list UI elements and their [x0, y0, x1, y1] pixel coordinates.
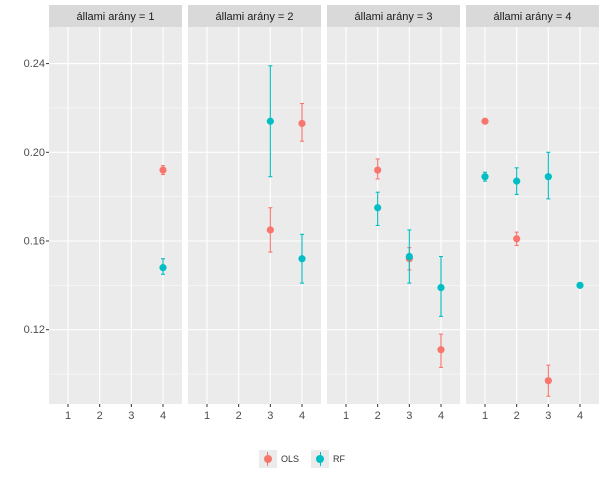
legend-key-rf	[311, 450, 329, 468]
facet-strip-label: állami arány = 4	[494, 11, 572, 23]
legend-item-ols: OLS	[258, 450, 299, 468]
point-rf	[481, 173, 489, 181]
point-ols	[266, 226, 274, 234]
point-ols	[481, 117, 489, 125]
datapoint-ols	[374, 158, 382, 180]
x-tick-label: 2	[375, 410, 381, 422]
datapoint-rf	[544, 151, 552, 200]
point-ols	[159, 166, 167, 174]
panel-background	[49, 27, 182, 404]
x-tick-label: 1	[343, 410, 349, 422]
point-ols	[298, 119, 306, 128]
x-tick-label: 4	[299, 410, 305, 422]
y-tick-label: 0.20	[24, 147, 45, 159]
legend-key-ols	[258, 450, 277, 468]
facet-strip	[466, 5, 599, 27]
x-tick-label: 1	[482, 410, 488, 422]
datapoint-rf	[513, 167, 521, 195]
facet-strip	[327, 5, 460, 27]
x-tick-label: 4	[160, 410, 166, 422]
point-rf	[266, 117, 274, 125]
datapoint-rf	[159, 258, 167, 275]
datapoint-rf	[266, 65, 274, 178]
x-tick-label: 3	[406, 410, 412, 422]
point-ols	[437, 346, 445, 354]
x-tick-label: 4	[438, 410, 444, 422]
faceted-errorbar-chart: 0.12 0.16 0.20 0.24 állami arány = 1 1 2 3 4 álla…	[24, 5, 599, 422]
datapoint-ols	[481, 117, 489, 125]
panel-background	[466, 27, 599, 404]
datapoint-ols	[437, 333, 445, 368]
x-tick-label: 1	[65, 410, 71, 422]
x-tick-label: 3	[545, 410, 551, 422]
datapoint-rf	[298, 233, 306, 284]
datapoint-rf	[576, 281, 584, 289]
facet-strip-label: állami arány = 3	[355, 11, 433, 23]
point-rf	[437, 283, 445, 292]
panel-background	[327, 27, 460, 404]
datapoint-ols	[513, 231, 521, 246]
point-rf	[298, 255, 306, 263]
point-rf	[576, 281, 584, 289]
panel-background	[188, 27, 321, 404]
point-rf	[544, 173, 552, 181]
facet-strip	[188, 5, 321, 27]
legend-item-rf: RF	[311, 450, 345, 468]
x-tick-label: 4	[577, 410, 583, 422]
x-tick-label: 2	[236, 410, 242, 422]
y-tick-label: 0.16	[24, 236, 45, 248]
datapoint-ols	[298, 102, 306, 142]
datapoint-ols	[544, 364, 552, 397]
x-tick-label: 1	[204, 410, 210, 422]
legend-dot-ols	[263, 455, 272, 463]
legend-dot-rf	[316, 455, 324, 463]
point-ols	[374, 166, 382, 174]
datapoint-rf	[405, 229, 413, 284]
x-tick-label: 3	[128, 410, 134, 422]
x-tick-label: 2	[514, 410, 520, 422]
point-ols	[544, 377, 552, 385]
legend-label-rf: RF	[333, 454, 345, 464]
point-rf	[513, 177, 521, 185]
legend: OLS RF	[0, 450, 604, 468]
point-rf	[374, 204, 382, 212]
datapoint-rf	[437, 255, 445, 317]
point-ols	[513, 235, 521, 243]
x-tick-label: 2	[97, 410, 103, 422]
legend-label-ols: OLS	[280, 454, 299, 464]
facet-strip-label: állami arány = 1	[77, 11, 155, 23]
point-rf	[405, 252, 413, 261]
datapoint-rf	[374, 191, 382, 227]
point-rf	[159, 264, 167, 272]
datapoint-rf	[481, 171, 489, 182]
facet-strip-label: állami arány = 2	[216, 11, 294, 23]
y-tick-label: 0.24	[24, 58, 45, 70]
datapoint-ols	[159, 165, 167, 176]
x-tick-label: 3	[267, 410, 273, 422]
datapoint-ols	[266, 207, 274, 253]
y-tick-label: 0.12	[24, 324, 45, 336]
facet-strip	[49, 5, 182, 27]
